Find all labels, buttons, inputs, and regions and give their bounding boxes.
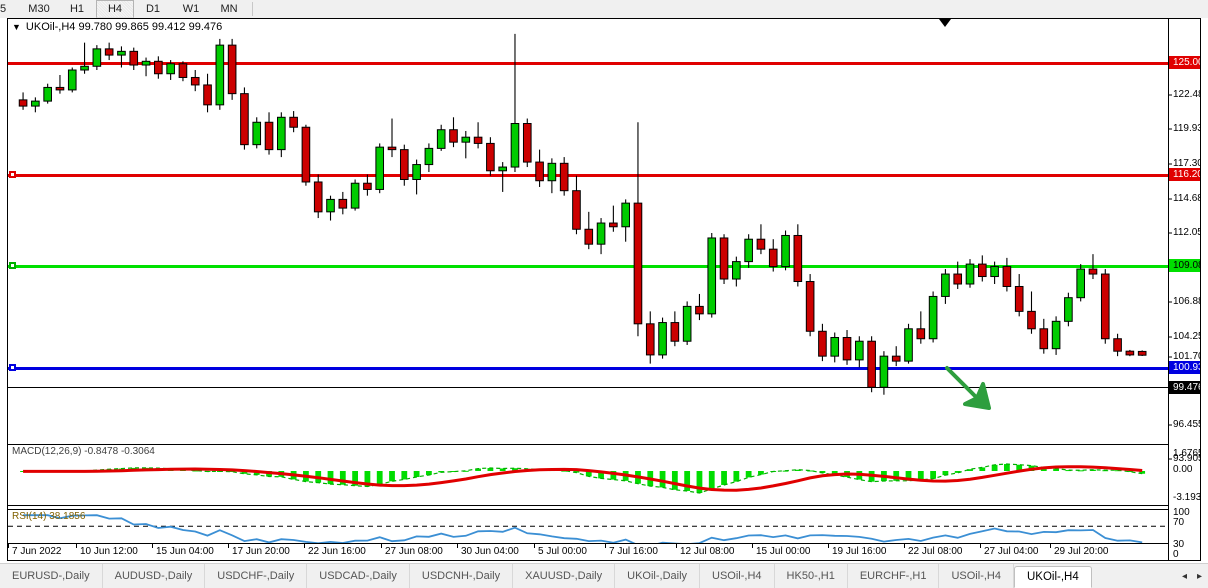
time-tick [676,544,677,548]
time-tick [76,544,77,548]
tab-scroll-prev-icon[interactable]: ◂ [1181,570,1187,582]
time-axis-label: 10 Jun 12:00 [80,546,138,557]
chart-symbol-header: ▼ UKOil-,H4 99.780 99.865 99.412 99.476 [12,21,222,33]
chart-menu-caret-icon[interactable]: ▼ [12,21,21,32]
price-tag-value: 125.00 [1173,57,1201,68]
time-axis-label: 15 Jun 04:00 [156,546,214,557]
symbol-tab-active[interactable]: UKOil-,H4 [1013,566,1092,588]
time-axis-label: 22 Jul 08:00 [908,546,963,557]
time-tick [904,544,905,548]
symbol-tab[interactable]: USDCNH-,Daily [410,564,514,588]
time-tick [228,544,229,548]
timeframe-toolbar: 5 M30 H1 H4 D1 W1 MN [0,0,1208,18]
time-tick [828,544,829,548]
symbol-tab[interactable]: USOil-,H4 [700,564,775,588]
price-tag-value: 116.20 [1173,169,1201,180]
macd-series [20,463,1146,494]
time-tick [304,544,305,548]
pivot-line-tag[interactable]: 100.93 [1169,361,1201,374]
time-axis-label: 22 Jun 16:00 [308,546,366,557]
time-axis-label: 29 Jul 20:00 [1054,546,1109,557]
time-axis-label: 7 Jun 2022 [12,546,62,557]
time-axis-label: 27 Jun 08:00 [385,546,443,557]
macd-label: MACD(12,26,9) -0.8478 -0.3064 [12,446,155,457]
tab-nav-controls: ◂ ▸ [1176,564,1208,588]
price-scale-axis[interactable]: 122.480119.930117.305114.680112.055109.5… [1168,19,1201,560]
symbol-tab[interactable]: XAUUSD-,Daily [513,564,616,588]
symbol-tab[interactable]: USDCAD-,Daily [307,564,410,588]
symbol-tab[interactable]: EURUSD-,Daily [0,564,103,588]
chart-header-text: UKOil-,H4 99.780 99.865 99.412 99.476 [25,21,223,33]
chart-tab-bar: EURUSD-,Daily AUDUSD-,Daily USDCHF-,Daily U… [0,563,1208,588]
price-tag-value: 109.08 [1173,260,1201,271]
time-tick [534,544,535,548]
timeframe-button-mn[interactable]: MN [220,3,238,15]
symbol-tab[interactable]: EURCHF-,H1 [848,564,940,588]
time-tick [752,544,753,548]
time-tick [457,544,458,548]
time-tick [8,544,9,548]
symbol-tab[interactable]: USDCHF-,Daily [205,564,308,588]
toolbar-divider [252,2,253,16]
time-axis-label: 15 Jul 00:00 [756,546,811,557]
symbol-tab[interactable]: USOil-,H4 [939,564,1014,588]
last-price-tag[interactable]: 99.476 [1169,381,1201,394]
timeframe-button-d1[interactable]: D1 [145,3,161,15]
timeframe-button-m30[interactable]: M30 [28,3,50,15]
symbol-tab[interactable]: UKOil-,Daily [615,564,701,588]
sell-signal-arrow-icon[interactable] [943,364,1003,414]
time-tick [152,544,153,548]
symbol-tab[interactable]: HK50-,H1 [775,564,848,588]
time-tick [381,544,382,548]
chart-area: ▼ UKOil-,H4 99.780 99.865 99.412 99.476 [0,18,1208,563]
time-axis-label: 19 Jul 16:00 [832,546,887,557]
macd-pane[interactable]: MACD(12,26,9) -0.8478 -0.3064 [8,444,1168,506]
time-axis-label: 7 Jul 16:00 [609,546,658,557]
time-axis-label: 12 Jul 08:00 [680,546,735,557]
timeframe-button-m5[interactable]: 5 [0,3,7,15]
timeframe-button-h4[interactable]: H4 [96,0,134,18]
candlestick-series [18,33,1147,395]
timeframe-button-h1[interactable]: H1 [69,3,85,15]
resistance-line-tag[interactable]: 116.20 [1169,168,1201,181]
support-line-tag[interactable]: 109.08 [1169,259,1201,272]
position-marker-triangle-down-icon[interactable] [939,19,951,27]
timeframe-button-w1[interactable]: W1 [182,3,200,15]
time-axis-label: 17 Jun 20:00 [232,546,290,557]
symbol-tab[interactable]: AUDUSD-,Daily [103,564,206,588]
time-tick [980,544,981,548]
time-tick [1050,544,1051,548]
time-axis-label: 5 Jul 00:00 [538,546,587,557]
price-tag-value: 99.476 [1173,382,1201,393]
price-tag-value: 100.93 [1173,362,1201,373]
time-axis-label: 30 Jun 04:00 [461,546,519,557]
chart-frame[interactable]: ▼ UKOil-,H4 99.780 99.865 99.412 99.476 [7,18,1201,561]
time-axis-label: 27 Jul 04:00 [984,546,1039,557]
time-axis: 7 Jun 2022 10 Jun 12:00 15 Jun 04:00 17 Jun… [8,543,1168,560]
rsi-label: RSI(14) 38.1856 [12,511,86,522]
tab-scroll-next-icon[interactable]: ▸ [1196,570,1202,582]
price-pane[interactable] [8,19,1168,442]
resistance-line-tag[interactable]: 125.00 [1169,56,1201,69]
time-tick [605,544,606,548]
